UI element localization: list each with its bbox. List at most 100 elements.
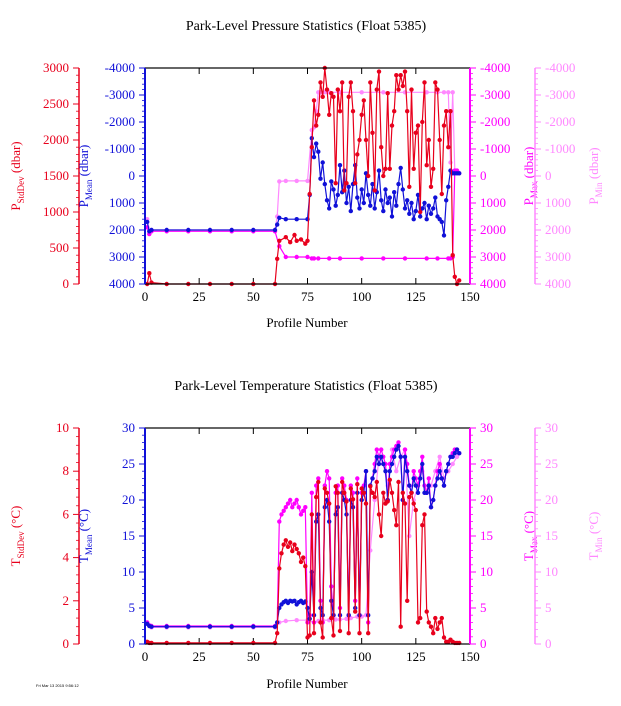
data-point-mean [324, 198, 330, 203]
data-point-mean [422, 200, 427, 206]
data-point-mean [359, 187, 364, 192]
data-point-stddev [363, 137, 369, 143]
data-point-mean [251, 227, 256, 233]
data-point-mean [374, 454, 379, 459]
y-tick-label-mean: -2000 [105, 114, 135, 129]
data-point-min [441, 90, 447, 95]
data-point-stddev [441, 635, 447, 640]
y-tick-label-mean: 0 [129, 168, 136, 183]
data-point-mean [446, 184, 451, 189]
data-point-max [396, 440, 401, 445]
data-point-stddev [344, 181, 349, 186]
data-point-min [454, 454, 460, 459]
data-point-mean [454, 447, 460, 452]
data-point-stddev [340, 479, 345, 485]
y-axis-label-mean: PMean (dbar) [76, 145, 94, 208]
data-point-stddev [431, 166, 436, 171]
data-point-stddev [344, 499, 349, 504]
data-point-max [374, 447, 379, 452]
y-axis-label-max: PMax (dbar) [521, 147, 539, 206]
y-axis-label-max: TMax (°C) [521, 511, 539, 561]
data-point-mean [409, 200, 414, 206]
data-point-mean [186, 227, 191, 233]
x-tick-label: 100 [352, 649, 372, 664]
y-tick-label-max: 5 [480, 600, 487, 615]
data-point-mean [396, 181, 401, 187]
data-point-mean [437, 469, 442, 474]
data-point-mean [444, 198, 449, 203]
data-point-stddev [437, 620, 442, 625]
data-point-stddev [426, 137, 431, 143]
data-point-mean [164, 227, 169, 233]
data-point-min [450, 90, 455, 95]
y-axis-label-sub: StdDev [16, 531, 26, 559]
data-point-stddev [285, 544, 291, 549]
data-point-mean [407, 211, 412, 216]
data-point-stddev [441, 123, 447, 128]
series-group [145, 65, 462, 287]
data-point-max [303, 505, 308, 510]
data-point-stddev [396, 87, 401, 92]
y-axis-label-unit: (°C) [8, 506, 23, 532]
data-point-min [333, 617, 338, 622]
x-tick-label: 125 [406, 649, 426, 664]
y-axis-label-stddev: TStdDev (°C) [8, 506, 26, 567]
y-tick-label-mean: 15 [122, 528, 135, 543]
data-point-mean [381, 461, 386, 467]
data-point-max [292, 501, 297, 506]
data-point-stddev [422, 512, 427, 517]
data-point-mean [405, 469, 410, 474]
data-point-stddev [277, 238, 282, 243]
data-point-max [311, 256, 317, 261]
x-tick-label: 25 [193, 289, 206, 304]
y-tick-label-min: -3000 [545, 87, 575, 102]
data-point-mean [431, 497, 436, 503]
data-point-stddev [411, 166, 416, 171]
data-point-stddev [346, 631, 351, 636]
data-point-mean [164, 624, 169, 629]
data-point-stddev [424, 163, 429, 168]
data-point-stddev [400, 83, 405, 89]
y-tick-label-stddev: 2500 [43, 96, 69, 111]
y-tick-label-min: 1000 [545, 195, 571, 210]
x-tick-label: 75 [301, 289, 314, 304]
data-point-stddev [324, 87, 330, 92]
data-point-mean [331, 187, 336, 192]
data-point-stddev [407, 494, 412, 500]
data-point-mean [439, 476, 444, 481]
data-point-stddev [439, 191, 444, 197]
y-tick-label-min: 4000 [545, 276, 571, 291]
data-point-stddev [301, 555, 306, 560]
data-point-mean [411, 476, 416, 481]
data-point-mean [402, 206, 408, 211]
data-point-stddev [435, 626, 440, 632]
data-point-stddev [329, 91, 334, 96]
data-point-mean [424, 490, 429, 495]
data-point-mean [333, 203, 338, 208]
y-tick-label-max: -4000 [480, 60, 510, 75]
data-point-mean [385, 200, 390, 206]
data-point-stddev [402, 69, 408, 74]
data-point-mean [452, 451, 457, 456]
data-point-stddev [355, 152, 360, 157]
data-point-min [381, 90, 386, 95]
data-point-mean [320, 160, 325, 165]
data-point-mean [272, 227, 278, 233]
data-point-mean [415, 192, 421, 198]
data-point-stddev [376, 512, 382, 517]
data-point-stddev [309, 145, 314, 150]
data-point-stddev [457, 278, 462, 283]
y-tick-label-mean: 1000 [109, 195, 135, 210]
data-point-mean [400, 187, 405, 192]
data-point-stddev [409, 490, 414, 495]
y-tick-label-min: 30 [545, 420, 558, 435]
data-point-mean [272, 624, 278, 629]
y-axis-label-mean: TMean (°C) [76, 509, 94, 563]
data-point-mean [402, 454, 408, 459]
data-point-min [446, 90, 451, 95]
y-tick-label-max: 1000 [480, 195, 506, 210]
data-point-stddev [322, 486, 327, 491]
data-point-max [309, 490, 314, 495]
data-point-min [344, 616, 349, 621]
data-point-stddev [409, 87, 414, 92]
